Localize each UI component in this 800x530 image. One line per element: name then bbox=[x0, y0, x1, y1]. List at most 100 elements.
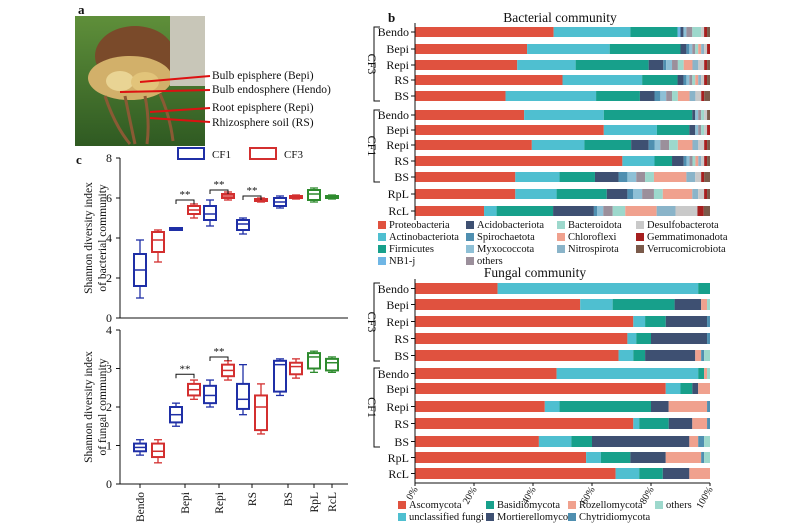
row-label: Bepi bbox=[386, 123, 409, 137]
bar-segment-Nitrospirota bbox=[686, 172, 696, 182]
bar-segment-others bbox=[704, 452, 710, 463]
bar-segment-NB1-j bbox=[677, 27, 681, 37]
bulb-photo bbox=[75, 16, 205, 146]
significance-label: ** bbox=[214, 346, 225, 358]
bar-segment-unclassified fungi bbox=[618, 350, 634, 361]
bar-segment-Basidiomycota bbox=[698, 283, 710, 294]
bar-segment-Bacteroidota bbox=[612, 206, 626, 216]
legend-label: others bbox=[477, 256, 503, 267]
panel-label-a: a bbox=[78, 2, 85, 17]
bar-segment-Basidiomycota bbox=[559, 401, 651, 412]
bar-segment-Ascomycota bbox=[415, 418, 634, 429]
bar-segment-Actinobacteriota bbox=[517, 60, 576, 70]
bar-segment-Bacteroidota bbox=[701, 110, 705, 120]
bar-segment-Firmicutes bbox=[556, 189, 607, 199]
bar-segment-Chloroflexi bbox=[625, 206, 657, 216]
bar-segment-Actinobacteriota bbox=[527, 44, 610, 54]
legend-label: Ascomycota bbox=[409, 500, 462, 511]
bar-segment-others bbox=[704, 436, 710, 447]
fungal-boxplot: 0 1 2 3 4 Shannon diversity index of fungal co… bbox=[83, 323, 348, 522]
bar-segment-Spirochaetota bbox=[648, 140, 655, 150]
arrow-bepi bbox=[139, 75, 211, 83]
bar-segment-Proteobacteria bbox=[415, 60, 518, 70]
bar-segment-unclassified fungi bbox=[665, 383, 681, 394]
legend-swatch bbox=[568, 513, 576, 521]
bar-segment-Ascomycota bbox=[415, 452, 587, 463]
bar-segment-Chloroflexi bbox=[695, 75, 699, 85]
y-tick-label: 2 bbox=[106, 400, 112, 414]
bar-segment-Gemmatimonadota bbox=[704, 140, 708, 150]
bar-segment-Basidiomycota bbox=[636, 333, 651, 344]
bar-segment-Ascomycota bbox=[415, 368, 557, 379]
legend-label: Actinobacteriota bbox=[389, 232, 459, 243]
bar-segment-Basidiomycota bbox=[698, 368, 705, 379]
bar-segment-Actinobacteriota bbox=[562, 75, 643, 85]
bar-segment-Chloroflexi bbox=[698, 44, 702, 54]
arrow-rs bbox=[149, 117, 211, 123]
box-RcL-GREEN bbox=[325, 357, 339, 372]
y-tick-label: 4 bbox=[106, 231, 112, 245]
y-axis-label: Shannon diversity index bbox=[83, 351, 95, 463]
box-RpL-GREEN bbox=[307, 189, 321, 201]
bar-segment-Verrucomicrobiota bbox=[707, 27, 710, 37]
bar-segment-Ascomycota bbox=[415, 299, 581, 310]
legend-swatch bbox=[378, 257, 386, 265]
bar-segment-Chytridiomycota bbox=[701, 452, 705, 463]
y-tick-label: 1 bbox=[106, 439, 112, 453]
row-label: RS bbox=[394, 417, 409, 431]
bar-segment-Gemmatimonadota bbox=[701, 172, 705, 182]
bar-segment-Firmicutes bbox=[642, 75, 678, 85]
bar-segment-others bbox=[689, 156, 693, 166]
bar-segment-Ascomycota bbox=[415, 383, 666, 394]
bar-segment-Mortierellomycota bbox=[692, 383, 699, 394]
significance-label: ** bbox=[214, 179, 225, 191]
bar-segment-Basidiomycota bbox=[639, 468, 663, 479]
legend-label: Basidiomycota bbox=[497, 500, 560, 511]
bar-segment-Rozellomycota bbox=[704, 368, 708, 379]
legend-swatch bbox=[557, 233, 565, 241]
bar-segment-Spirochaetota bbox=[593, 206, 598, 216]
bar-segment-Bacteroidota bbox=[695, 44, 699, 54]
bar-segment-Chytridiomycota bbox=[698, 436, 705, 447]
bar-segment-Basidiomycota bbox=[680, 383, 693, 394]
x-tick-label: Bepi bbox=[180, 492, 192, 514]
bar-segment-Verrucomicrobiota bbox=[703, 206, 710, 216]
bar-segment-unclassified fungi bbox=[580, 299, 613, 310]
legend-swatch bbox=[557, 245, 565, 253]
bar-segment-Rozellomycota bbox=[695, 350, 702, 361]
legend-swatch bbox=[486, 513, 494, 521]
significance-label: ** bbox=[247, 185, 258, 197]
bar-segment-Chytridiomycota bbox=[707, 333, 710, 344]
bar-segment-others bbox=[707, 368, 710, 379]
bar-segment-Bacteroidota bbox=[692, 75, 696, 85]
x-tick-label: RpL bbox=[309, 492, 321, 512]
bar-segment-Mortierellomycota bbox=[651, 401, 669, 412]
bar-segment-Ascomycota bbox=[415, 436, 539, 447]
bar-segment-Spirochaetota bbox=[663, 60, 667, 70]
bar-segment-Chloroflexi bbox=[662, 189, 693, 199]
bar-segment-Firmicutes bbox=[656, 125, 690, 135]
legend-swatch bbox=[466, 221, 474, 229]
significance-bracket bbox=[209, 189, 229, 194]
bar-segment-Ascomycota bbox=[415, 283, 498, 294]
label-bepi: Bulb episphere (Bepi) bbox=[212, 70, 314, 82]
y-tick-label: 0 bbox=[106, 477, 112, 491]
bar-segment-unclassified fungi bbox=[586, 452, 601, 463]
legend-swatch bbox=[636, 245, 644, 253]
bar-segment-Nitrospirota bbox=[701, 44, 705, 54]
bar-segment-Actinobacteriota bbox=[484, 206, 497, 216]
bar-segment-Proteobacteria bbox=[415, 44, 528, 54]
bar-segment-unclassified fungi bbox=[497, 283, 699, 294]
bar-segment-Firmicutes bbox=[630, 27, 678, 37]
legend-label: Rozellomycota bbox=[579, 500, 643, 511]
legend-label-cf3: CF3 bbox=[284, 149, 303, 161]
bar-segment-Gemmatimonadota bbox=[704, 156, 708, 166]
legend-swatch bbox=[486, 501, 494, 509]
bar-segment-Acidobacteriota bbox=[594, 172, 619, 182]
label-repi: Root episphere (Repi) bbox=[212, 102, 314, 114]
bar-segment-Desulfobacterota bbox=[704, 44, 708, 54]
bar-segment-Actinobacteriota bbox=[524, 110, 604, 120]
bar-segment-Actinobacteriota bbox=[515, 189, 557, 199]
row-label: RcL bbox=[388, 204, 409, 218]
